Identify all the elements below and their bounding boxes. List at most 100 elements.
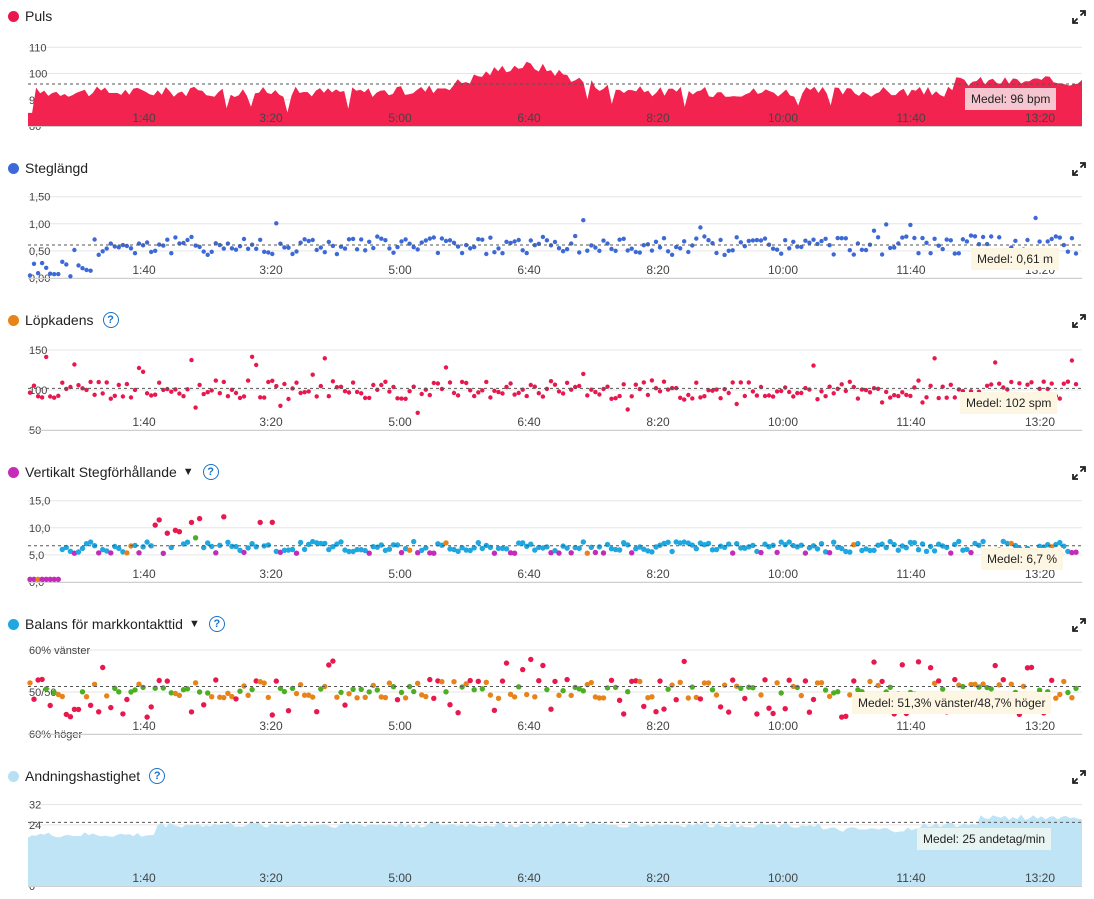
data-point [952,676,958,683]
expand-icon[interactable] [1072,618,1086,632]
data-point [511,694,518,700]
data-point [524,393,529,399]
help-icon[interactable]: ? [202,464,219,480]
panel-header: Puls [8,6,52,26]
data-point [395,244,400,250]
data-point [96,709,102,715]
data-point [221,379,226,385]
data-point [685,695,691,701]
data-point [72,362,77,367]
data-point [1053,695,1059,701]
data-point [879,678,885,685]
y-tick-label: 24 [29,820,41,832]
data-point [1036,687,1043,693]
data-point [261,680,267,686]
x-tick-label: 10:00 [768,567,798,581]
area-series [28,61,1082,126]
x-tick-label: 5:00 [388,415,412,429]
data-point [944,237,949,242]
data-point [682,397,687,402]
data-point [847,379,852,384]
x-tick-label: 6:40 [517,871,541,885]
data-point [839,236,844,241]
data-point [540,234,546,240]
data-point [185,387,190,392]
data-point [1033,215,1038,221]
panel-header: Balans för markkontakttid ▼ ? [8,614,225,634]
data-point [383,238,388,243]
data-point [568,692,574,699]
data-point [378,694,384,700]
caret-down-icon[interactable]: ▼ [188,618,200,630]
data-point [282,245,287,250]
data-point [540,662,546,669]
help-icon[interactable]: ? [208,616,225,632]
data-point [778,690,784,696]
data-point [698,395,703,400]
data-point [399,239,404,244]
data-point [249,541,255,547]
data-point [370,682,376,689]
data-point [980,681,986,687]
data-point [633,249,638,255]
data-point [960,683,966,690]
data-point [560,249,566,254]
data-point [504,384,509,390]
data-point [580,688,586,694]
data-point [641,243,646,248]
data-point [911,540,918,546]
data-point [136,681,142,687]
expand-icon[interactable] [1072,314,1086,328]
data-point [51,576,57,582]
panel-vertikalt: Vertikalt Stegförhållande ▼ ? 15,0 10,0 5,… [0,456,1094,608]
data-point [717,704,724,710]
data-point [189,357,194,363]
data-point [306,692,312,698]
x-tick-label: 11:40 [896,719,925,733]
expand-icon[interactable] [1072,770,1086,784]
x-tick-label: 1:40 [132,263,156,277]
data-point [297,539,304,546]
data-point [507,550,514,556]
data-point [148,543,154,549]
data-point [293,690,300,697]
data-point [322,250,327,255]
data-point [153,392,158,397]
data-point [524,543,530,549]
data-point [1069,549,1075,556]
data-point [197,382,202,388]
data-point [803,385,808,391]
help-icon[interactable]: ? [102,312,119,328]
data-point [617,393,622,399]
data-point [649,549,655,555]
data-point [686,249,691,255]
expand-icon[interactable] [1072,162,1086,176]
data-point [839,545,845,552]
data-point [693,694,699,701]
expand-icon[interactable] [1072,466,1086,480]
data-point [835,689,841,695]
data-point [294,249,299,254]
data-point [391,250,396,255]
data-point [76,263,81,268]
data-point [439,679,445,685]
data-point [419,240,424,245]
data-point [669,548,675,555]
data-point [835,386,840,391]
data-point [718,237,723,243]
data-point [406,547,413,553]
data-point [928,251,933,256]
data-point [512,239,517,244]
caret-down-icon[interactable]: ▼ [182,466,194,478]
data-point [710,241,715,246]
data-point [791,394,796,399]
chart-andning: 322416801:403:205:006:408:2010:0011:4013… [28,800,1082,893]
data-point [859,247,865,252]
expand-icon[interactable] [1072,10,1086,24]
help-icon[interactable]: ? [149,768,166,784]
data-point [815,397,820,402]
data-point [367,239,372,244]
data-point [709,547,716,553]
data-point [443,540,449,546]
